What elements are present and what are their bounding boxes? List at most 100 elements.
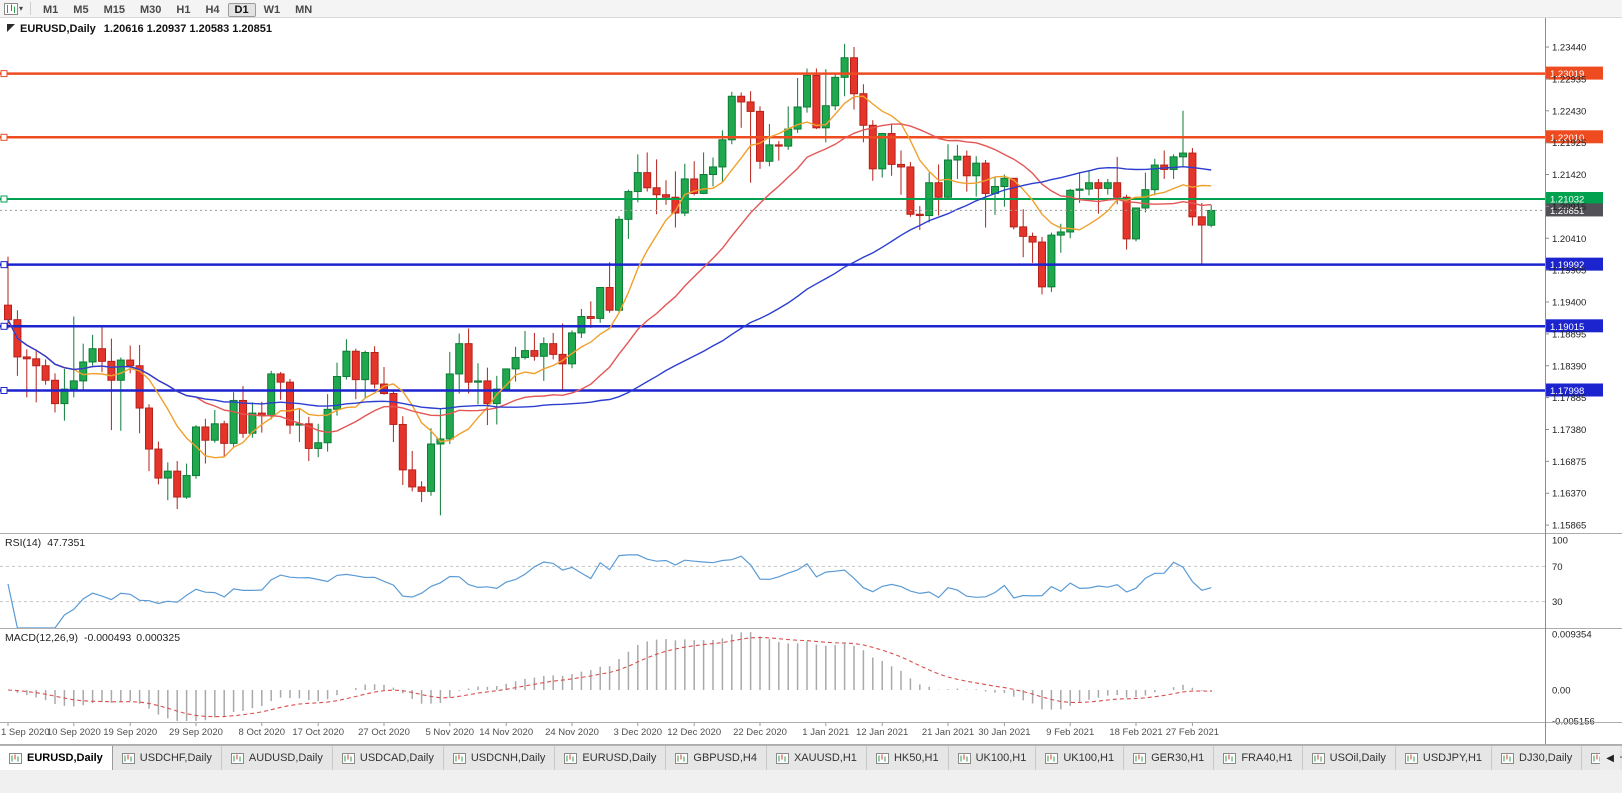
candle-body bbox=[126, 359, 135, 367]
y-axis-tick-label: 1.16875 bbox=[1552, 457, 1586, 468]
chart-area[interactable]: 1.23019 1.22010 1.21032 1.19992 1.19015 1.179… bbox=[0, 0, 1622, 745]
candle-body bbox=[398, 423, 407, 471]
candle-body bbox=[934, 182, 943, 198]
candle-body bbox=[173, 470, 182, 498]
candle-body bbox=[586, 316, 595, 319]
chevron-down-icon[interactable]: ▾ bbox=[19, 4, 24, 13]
candle-body bbox=[878, 132, 887, 170]
rsi-panel-group: 100 70 30 bbox=[0, 536, 1568, 629]
candle-body bbox=[474, 380, 482, 383]
date-label: 17 Oct 2020 bbox=[292, 727, 344, 738]
candle-body bbox=[1075, 188, 1084, 191]
chart-tab-fra40-h1[interactable]: FRA40,H1 bbox=[1214, 746, 1303, 770]
candle-body bbox=[624, 191, 633, 220]
candlestick-chart-icon[interactable] bbox=[4, 2, 18, 15]
y-axis-tick-label: 1.21420 bbox=[1552, 170, 1586, 181]
line-edge-marker bbox=[0, 322, 8, 330]
mini-chart-icon bbox=[957, 752, 971, 764]
y-axis-tick-label: 1.22935 bbox=[1552, 74, 1586, 85]
timeframe-button-h1[interactable]: H1 bbox=[176, 3, 191, 16]
candle-body bbox=[229, 399, 238, 444]
candle-body bbox=[98, 348, 106, 362]
candle-body bbox=[690, 178, 699, 194]
chart-tab-usdchf-daily[interactable]: USDCHF,Daily bbox=[112, 746, 222, 770]
ma-fast-line bbox=[7, 95, 1212, 459]
chart-tab-ger30-h1[interactable]: GER30,H1 bbox=[1124, 746, 1215, 770]
chart-tab-hk50-h1[interactable]: HK50,H1 bbox=[866, 746, 949, 770]
candle-body bbox=[1132, 207, 1140, 240]
candle-body bbox=[116, 359, 125, 381]
chart-tab-eurusd-daily[interactable]: EURUSD,Daily bbox=[0, 746, 113, 770]
chart-tab-xauusd-h1[interactable]: XAUUSD,H1 bbox=[766, 746, 867, 770]
date-label: 27 Oct 2020 bbox=[358, 727, 410, 738]
candle-body bbox=[1169, 156, 1178, 170]
chart-tab-gbpusd-h4[interactable]: GBPUSD,H4 bbox=[666, 746, 767, 770]
rsi-scale-label: 30 bbox=[1552, 597, 1563, 608]
one-click-trading-arrow-icon[interactable] bbox=[7, 24, 15, 32]
timeframe-button-h4[interactable]: H4 bbox=[205, 3, 220, 16]
tab-label: UK100,H1 bbox=[975, 752, 1027, 764]
candle-body bbox=[709, 166, 717, 176]
date-label: 27 Feb 2021 bbox=[1166, 727, 1219, 738]
timeframe-button-w1[interactable]: W1 bbox=[263, 3, 281, 16]
candle-body bbox=[643, 172, 652, 189]
tab-label: FRA40,H1 bbox=[1241, 752, 1293, 764]
y-axis-tick-label: 1.21925 bbox=[1552, 138, 1586, 149]
chart-tab-uk100-h1[interactable]: UK100,H1 bbox=[1036, 746, 1125, 770]
candle-body bbox=[521, 350, 529, 359]
chart-tab-uk100-h1[interactable]: UK100,H1 bbox=[948, 746, 1037, 770]
chart-tab-dj30-daily[interactable]: DJ30,Daily bbox=[1492, 746, 1583, 770]
candle-body bbox=[492, 388, 501, 405]
price-axis-group[interactable]: 1.23440 1.22935 1.22430 1.21925 1.21420 1.209… bbox=[1545, 43, 1586, 532]
candle-body bbox=[962, 155, 971, 177]
y-axis-tick-label: 1.17380 bbox=[1552, 425, 1586, 436]
price-level-label: 1.21032 bbox=[1550, 195, 1584, 206]
price-level-label-box bbox=[1546, 319, 1603, 333]
chart-tab-usdjpy-h1[interactable]: USDJPY,H1 bbox=[1395, 746, 1493, 770]
candle-body bbox=[511, 357, 520, 370]
candle-body bbox=[502, 368, 511, 390]
price-level-label: 1.17998 bbox=[1550, 386, 1584, 397]
y-axis-tick-label: 1.16370 bbox=[1552, 489, 1586, 500]
candle-body bbox=[793, 106, 802, 130]
price-level-label: 1.23019 bbox=[1550, 69, 1584, 80]
candle-body bbox=[1094, 182, 1103, 189]
timeframe-button-m5[interactable]: M5 bbox=[73, 3, 89, 16]
mini-chart-icon bbox=[230, 752, 244, 764]
chart-tabs-container: EURUSD,Daily USDCHF,Daily AUDUSD,Daily USDC… bbox=[0, 746, 1622, 770]
candle-body bbox=[906, 166, 915, 215]
candle-body bbox=[107, 360, 116, 381]
tab-label: UK100,H1 bbox=[1063, 752, 1115, 764]
timeframe-button-m15[interactable]: M15 bbox=[103, 3, 125, 16]
timeframe-button-mn[interactable]: MN bbox=[295, 3, 313, 16]
macd-scale-label: 0.009354 bbox=[1552, 629, 1592, 640]
candle-body bbox=[859, 93, 868, 126]
candle-body bbox=[680, 178, 689, 214]
candle-body bbox=[455, 343, 464, 375]
chart-tab-usdcnh-daily[interactable]: USDCNH,Daily bbox=[443, 746, 556, 770]
candle-body bbox=[972, 162, 981, 177]
timeframe-button-m30[interactable]: M30 bbox=[139, 3, 162, 16]
candle-body bbox=[699, 174, 708, 194]
chart-tab-eurusd-daily[interactable]: EURUSD,Daily bbox=[555, 746, 667, 770]
chart-tab-usoil-daily[interactable]: USOil,Daily bbox=[1302, 746, 1396, 770]
timeframe-button-m1[interactable]: M1 bbox=[43, 3, 59, 16]
date-label: 8 Oct 2020 bbox=[239, 727, 285, 738]
timeframe-button-d1[interactable]: D1 bbox=[227, 2, 256, 17]
candle-body bbox=[887, 132, 896, 165]
date-label: 22 Dec 2020 bbox=[733, 727, 787, 738]
candle-body bbox=[831, 76, 840, 107]
candle-body bbox=[483, 380, 492, 405]
line-edge-marker bbox=[0, 386, 8, 394]
candle-body bbox=[304, 423, 313, 449]
tab-scroll-left-button[interactable]: ◀ bbox=[1600, 746, 1620, 770]
top-toolbar: ▾ M1 M5 M15 M30 H1 H4 D1 W1 MN bbox=[0, 0, 1622, 18]
horizontal-lines-group[interactable]: 1.23019 1.22010 1.21032 1.19992 1.19015 1.179… bbox=[0, 66, 1603, 397]
chart-tab-audusd-daily[interactable]: AUDUSD,Daily bbox=[221, 746, 333, 770]
candle-body bbox=[737, 95, 746, 103]
chart-tab-usdcad-daily[interactable]: USDCAD,Daily bbox=[332, 746, 444, 770]
candle-body bbox=[746, 101, 755, 112]
candle-body bbox=[1122, 196, 1131, 240]
rsi-scale-label: 100 bbox=[1552, 536, 1568, 547]
